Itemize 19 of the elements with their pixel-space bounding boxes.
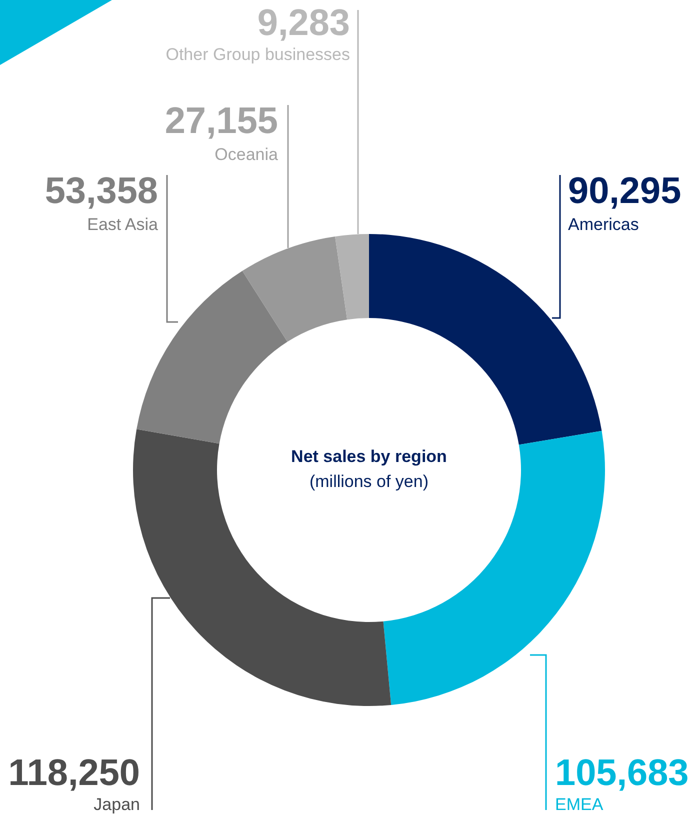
donut-slice [369, 234, 602, 445]
slice-label: Other Group businesses [166, 45, 350, 64]
data-label: 105,683 [555, 752, 689, 793]
slice-label: Americas [568, 215, 639, 234]
text: (millions of yen) [309, 472, 429, 491]
slice-label: Oceania [214, 145, 279, 164]
donut-slice [136, 270, 288, 444]
data-label: 118,250 [8, 752, 140, 793]
donut-slice [133, 429, 392, 706]
slice-label: EMEA [555, 795, 604, 814]
donut-slice [335, 234, 369, 320]
data-label: 9,283 [257, 2, 350, 43]
donut-slice [242, 236, 348, 342]
data-label: 53,358 [44, 170, 158, 211]
data-label: 27,155 [164, 100, 278, 141]
text: Net sales by region [291, 447, 447, 466]
slice-label: East Asia [87, 215, 159, 234]
data-label: 90,295 [568, 170, 682, 211]
slice-label: Japan [94, 795, 140, 814]
